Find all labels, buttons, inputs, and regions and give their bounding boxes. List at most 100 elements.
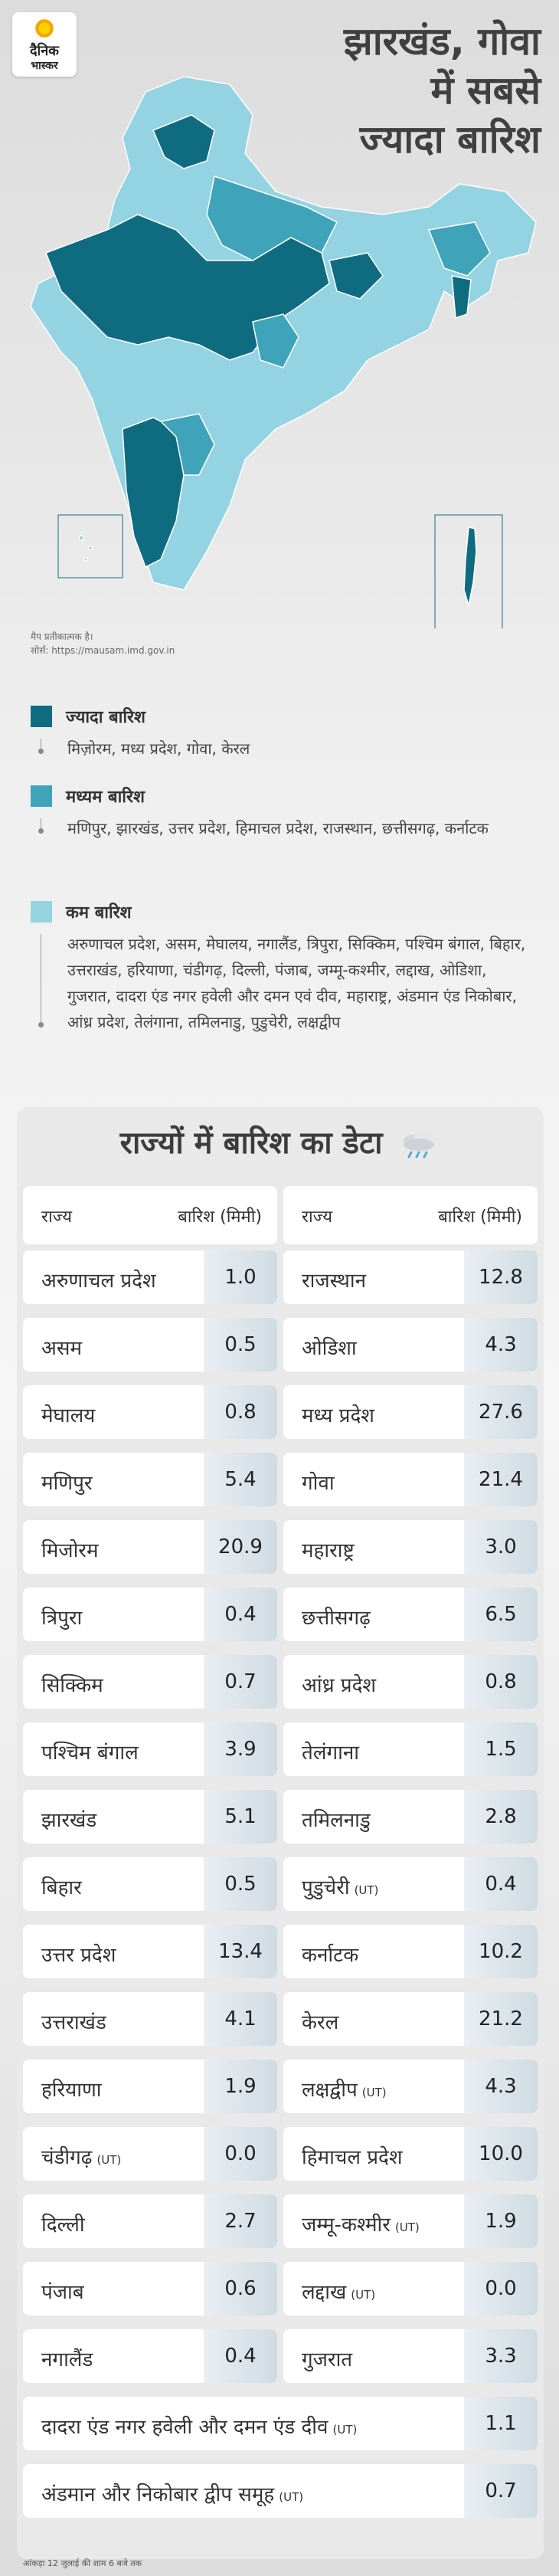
table-row: छत्तीसगढ़ 6.5 xyxy=(283,1588,538,1641)
rain-value: 10.2 xyxy=(464,1925,538,1978)
table-row: अरुणाचल प्रदेश 1.0 xyxy=(23,1250,277,1304)
table-row: हरियाणा 1.9 xyxy=(23,2060,277,2113)
dainik-bhaskar-logo: दैनिक भास्कर xyxy=(12,12,77,77)
ut-tag: (UT) xyxy=(279,2490,304,2504)
map-region-medium-chhattisgarh xyxy=(252,313,299,369)
rain-value: 13.4 xyxy=(204,1925,277,1978)
rain-cloud-icon xyxy=(404,1131,435,1159)
india-rainfall-map xyxy=(30,76,537,628)
state-name-text: कर्नाटक xyxy=(302,1944,359,1967)
state-name: त्रिपुरा xyxy=(41,1603,87,1630)
rain-value: 4.1 xyxy=(204,1992,277,2046)
map-region-medium-up xyxy=(206,175,338,261)
state-name-text: हरियाणा xyxy=(41,2079,102,2102)
state-name: मिजोरम xyxy=(41,1535,103,1563)
state-name-text: हिमाचल प्रदेश xyxy=(302,2146,403,2169)
state-name: झारखंड xyxy=(41,1805,101,1833)
rain-value: 2.7 xyxy=(204,2194,277,2248)
table-row: ओडिशा 4.3 xyxy=(283,1318,538,1372)
table-header-left: राज्य बारिश (मिमी) xyxy=(23,1186,277,1244)
state-name-text: मध्य प्रदेश xyxy=(302,1404,374,1427)
rain-value: 5.4 xyxy=(204,1453,277,1506)
state-name-text: मेघालय xyxy=(41,1404,96,1427)
legend-title-low: कम बारिश xyxy=(66,903,132,923)
state-name: बिहार xyxy=(41,1873,87,1900)
rain-value: 0.6 xyxy=(204,2262,277,2315)
legend-swatch-high xyxy=(31,706,52,727)
state-name-text: अंडमान और निकोबार द्वीप समूह xyxy=(41,2483,275,2506)
table-row: मिजोरम 20.9 xyxy=(23,1520,277,1574)
table-row: तमिलनाडु 2.8 xyxy=(283,1790,538,1844)
state-name: तमिलनाडु xyxy=(302,1805,375,1833)
legend-states-medium: मणिपुर, झारखंड, उत्तर प्रदेश, हिमाचल प्र… xyxy=(67,819,489,837)
ut-tag: (UT) xyxy=(351,2288,376,2302)
state-name-text: असम xyxy=(41,1337,82,1360)
state-name: गोवा xyxy=(302,1468,339,1496)
logo-text-line2: भास्कर xyxy=(31,60,58,72)
rain-value: 0.7 xyxy=(204,1655,277,1709)
andaman-inset xyxy=(434,514,503,628)
table-row: गोवा 21.4 xyxy=(283,1453,538,1506)
table-row: केरल 21.2 xyxy=(283,1992,538,2046)
rain-value: 27.6 xyxy=(464,1385,538,1439)
table-header-right: राज्य बारिश (मिमी) xyxy=(283,1186,538,1244)
rain-value: 3.9 xyxy=(204,1722,277,1776)
state-name: लक्षद्वीप (UT) xyxy=(302,2075,387,2102)
state-name: गुजरात xyxy=(302,2345,357,2372)
legend-dot xyxy=(38,1022,44,1027)
state-name: हरियाणा xyxy=(41,2075,106,2102)
state-name-text: अरुणाचल प्रदेश xyxy=(41,1270,156,1293)
state-name: उत्तराखंड xyxy=(41,2007,111,2035)
ut-tag: (UT) xyxy=(96,2153,122,2167)
rain-value: 21.2 xyxy=(464,1992,538,2046)
legend-high: ज्यादा बारिश मिज़ोरम, मध्य प्रदेश, गोवा,… xyxy=(31,705,536,762)
table-row: अंडमान और निकोबार द्वीप समूह (UT) 0.7 xyxy=(23,2464,538,2518)
table-row: चंडीगढ़ (UT) 0.0 xyxy=(23,2127,277,2181)
table-row: त्रिपुरा 0.4 xyxy=(23,1588,277,1641)
table-row: उत्तराखंड 4.1 xyxy=(23,1992,277,2046)
state-name: महाराष्ट्र xyxy=(302,1535,359,1563)
state-name-text: पंजाब xyxy=(41,2281,84,2304)
col-header-state: राज्य xyxy=(302,1208,333,1227)
state-name-text: छत्तीसगढ़ xyxy=(302,1607,371,1630)
state-name: अरुणाचल प्रदेश xyxy=(41,1266,161,1293)
table-row: दादरा एंड नगर हवेली और दमन एंड दीव (UT) 1.… xyxy=(23,2397,538,2450)
state-name: तेलंगाना xyxy=(302,1738,364,1765)
state-name: कर्नाटक xyxy=(302,1940,363,1968)
lakshadweep-inset xyxy=(57,514,123,578)
table-row: महाराष्ट्र 3.0 xyxy=(283,1520,538,1574)
rain-value: 1.1 xyxy=(464,2397,538,2450)
rain-value: 1.5 xyxy=(464,1722,538,1776)
state-name-text: ओडिशा xyxy=(302,1337,357,1360)
table-row: सिक्किम 0.7 xyxy=(23,1655,277,1709)
map-area: दैनिक भास्कर झारखंड, गोवा में सबसे ज्याद… xyxy=(0,0,559,674)
state-name: मध्य प्रदेश xyxy=(302,1401,379,1428)
table-row: मणिपुर 5.4 xyxy=(23,1453,277,1506)
rain-value: 0.5 xyxy=(204,1857,277,1911)
map-region-medium-ne xyxy=(427,221,491,277)
rain-value: 1.9 xyxy=(204,2060,277,2113)
rain-value: 0.8 xyxy=(464,1655,538,1709)
rain-value: 20.9 xyxy=(204,1520,277,1574)
map-note: मैप प्रतीकात्मक है। xyxy=(31,631,93,642)
state-name-text: गोवा xyxy=(302,1472,335,1495)
state-name-text: मणिपुर xyxy=(41,1472,93,1495)
rain-value: 0.4 xyxy=(464,1857,538,1911)
map-region-high-ne xyxy=(451,275,472,320)
state-name: सिक्किम xyxy=(41,1670,108,1698)
state-name-text: राजस्थान xyxy=(302,1270,367,1293)
table-row: राजस्थान 12.8 xyxy=(283,1250,538,1304)
state-name-text: आंध्र प्रदेश xyxy=(302,1674,377,1697)
table-title-wrap: राज्यों में बारिश का डेटा xyxy=(0,1120,559,1162)
table-row: झारखंड 5.1 xyxy=(23,1790,277,1844)
table-title: राज्यों में बारिश का डेटा xyxy=(119,1126,383,1161)
map-region-high-east xyxy=(329,252,384,300)
state-name-text: केरल xyxy=(302,2011,339,2034)
state-name-text: दादरा एंड नगर हवेली और दमन एंड दीव xyxy=(41,2416,329,2439)
ut-tag: (UT) xyxy=(332,2423,358,2437)
rain-value: 4.3 xyxy=(464,1318,538,1372)
table-row: नगालैंड 0.4 xyxy=(23,2329,277,2383)
state-name: पुडुचेरी (UT) xyxy=(302,1873,378,1900)
table-row: तेलंगाना 1.5 xyxy=(283,1722,538,1776)
state-name-text: त्रिपुरा xyxy=(41,1607,83,1630)
